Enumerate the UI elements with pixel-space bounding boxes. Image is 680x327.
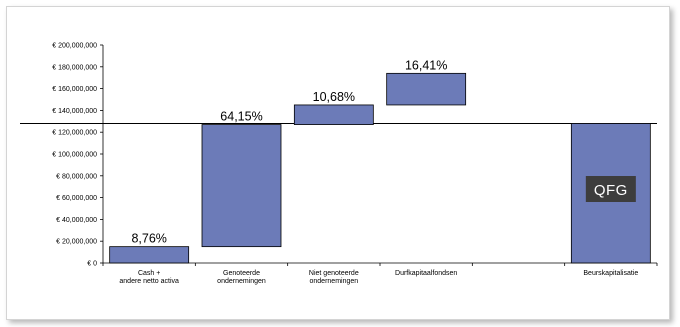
y-tick-label: € 60,000,000 [56,195,97,202]
y-tick-label: € 140,000,000 [52,108,97,115]
category-label: Beurskapitalisatie [583,270,638,277]
category-label: Niet genoteerde [309,270,359,277]
y-axis: € 0 € 20,000,000 € 40,000,000 € 60,000,000 €… [52,43,104,268]
bar [109,246,190,264]
category-label: Genoteerde [223,270,260,277]
y-tick-label: € 200,000,000 [52,43,97,50]
y-tick-label: € 0 [87,261,97,268]
data-label: 64,15% [220,110,262,124]
y-tick-label: € 100,000,000 [52,152,97,159]
x-axis [102,262,658,266]
y-tick-label: € 80,000,000 [56,173,97,180]
qfg-logo: QFG [585,176,636,202]
category-label: ondernemingen [217,278,266,285]
bar [201,124,282,248]
logo-text: QFG [594,182,628,199]
data-label: 10,68% [313,90,355,104]
logo-box [585,176,636,202]
y-tick-label: € 180,000,000 [52,64,97,71]
bars [109,72,651,264]
category-labels: Cash +andere netto activaGenoteerdeonder… [119,270,638,285]
bar [293,104,374,125]
data-labels: 8,76% 64,15% 10,68% 16,41% [131,58,447,245]
data-label: 8,76% [131,232,166,246]
y-tick-label: € 120,000,000 [52,130,97,137]
y-tick-label: € 40,000,000 [56,217,97,224]
data-label: 16,41% [405,58,447,72]
chart-frame [6,6,670,320]
bar [386,72,467,106]
category-label: Cash + [138,270,160,277]
y-tick-label: € 160,000,000 [52,86,97,93]
y-tick-label: € 20,000,000 [56,239,97,246]
category-label: Durfkapitaalfondsen [395,270,457,277]
category-label: ondernemingen [310,278,359,285]
category-label: andere netto activa [119,278,179,285]
